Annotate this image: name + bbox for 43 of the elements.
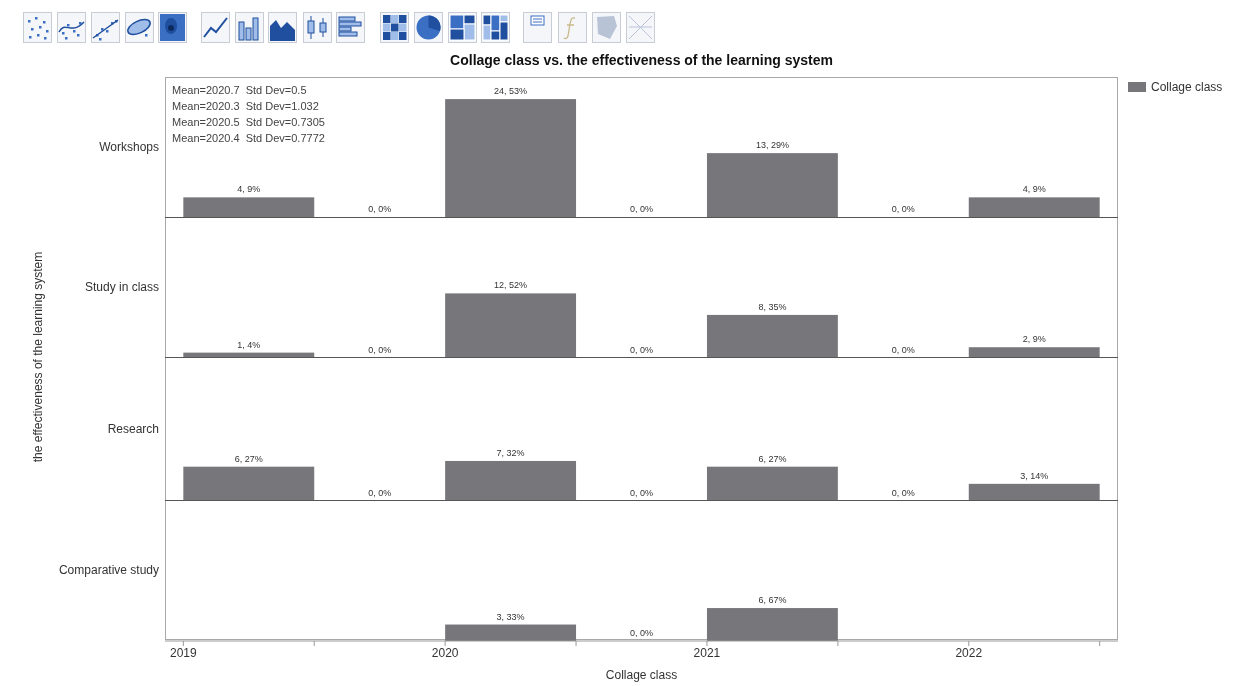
data-label: 0, 0% — [368, 204, 392, 214]
bar — [968, 347, 1100, 358]
bar — [706, 314, 838, 358]
data-label: 6, 27% — [234, 453, 263, 464]
text: the effectiveness of the learning system — [31, 250, 45, 465]
data-label: 0, 0% — [629, 345, 654, 355]
data-label: 3, 33% — [496, 611, 525, 622]
data-label: 0, 0% — [891, 488, 915, 498]
data-label: 7, 32% — [496, 447, 525, 458]
x-tick-label: 2020 — [431, 645, 459, 660]
annotation: Mean=2020.7 Std Dev=0.5 — [172, 83, 308, 98]
data-label: 1, 4% — [237, 339, 261, 350]
data-label: 13, 29% — [755, 140, 789, 151]
chart-title: Collage class vs. the effectiveness of the learning system — [449, 52, 834, 68]
data-label: 6, 27% — [758, 453, 787, 464]
x-tick-label: 2021 — [693, 645, 721, 660]
data-label: 0, 0% — [629, 204, 654, 214]
data-label: 4, 9% — [1022, 184, 1046, 195]
data-label: 0, 0% — [891, 345, 915, 355]
legend-label: Collage class — [1150, 80, 1223, 94]
data-label: 24, 53% — [494, 86, 528, 97]
y-axis-title: Workshops — [99, 140, 159, 154]
data-label: 0, 0% — [629, 628, 654, 638]
y-axis-title: Comparative study — [58, 563, 159, 577]
x-axis-title: Collage class — [604, 668, 679, 682]
data-label: 0, 0% — [891, 204, 915, 214]
x-tick-label: 2022 — [955, 645, 983, 660]
data-label: 8, 35% — [758, 301, 787, 312]
data-label: 12, 52% — [494, 280, 528, 291]
data-label: 0, 0% — [368, 488, 392, 498]
y-axis-title: Research — [107, 421, 159, 436]
x-tick-label: 2019 — [169, 645, 197, 660]
data-label: 6, 67% — [758, 595, 787, 606]
bar — [445, 293, 577, 358]
data-label: 0, 0% — [629, 488, 654, 498]
y-axis-title: Study in class — [84, 280, 159, 294]
annotation: Mean=2020.4 Std Dev=0.7772 — [172, 131, 325, 146]
data-label: 2, 9% — [1022, 334, 1046, 345]
annotation: Mean=2020.3 Std Dev=1.032 — [172, 99, 320, 114]
annotation: Mean=2020.5 Std Dev=0.7305 — [172, 115, 325, 130]
data-label: 0, 0% — [368, 345, 392, 355]
data-label: 3, 14% — [1020, 470, 1049, 481]
data-label: 4, 9% — [237, 184, 261, 195]
